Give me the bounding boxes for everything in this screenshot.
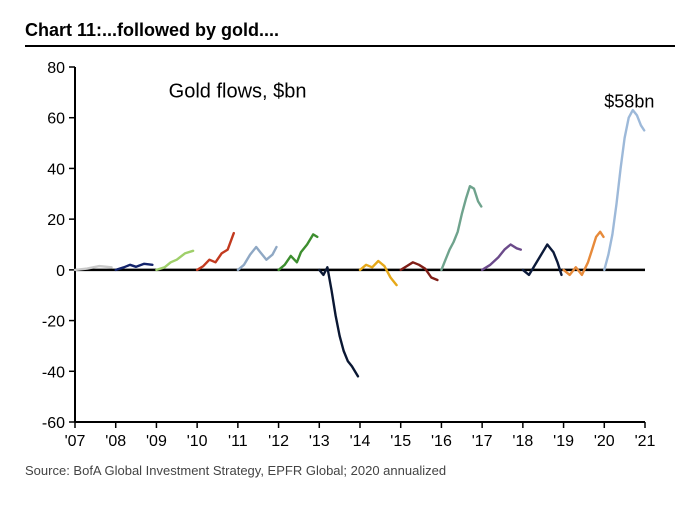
svg-text:'18: '18 [512,433,533,450]
svg-text:Gold flows, $bn: Gold flows, $bn [169,80,307,102]
svg-text:'20: '20 [594,433,615,450]
svg-text:0: 0 [56,263,65,280]
svg-text:'13: '13 [309,433,330,450]
svg-text:'09: '09 [146,433,167,450]
svg-text:$58bn: $58bn [604,92,654,112]
svg-text:-20: -20 [42,314,65,331]
svg-text:60: 60 [47,111,65,128]
chart-svg: -60 -40 -20 0 20 40 60 80 '07 '08 '09 '10 '11 '12 '13 '… [25,57,665,457]
svg-text:20: 20 [47,212,65,229]
svg-text:'12: '12 [268,433,289,450]
source-text: Source: BofA Global Investment Strategy,… [25,463,675,478]
svg-text:-60: -60 [42,415,65,432]
svg-text:'15: '15 [390,433,411,450]
svg-text:40: 40 [47,161,65,178]
svg-text:80: 80 [47,60,65,77]
svg-text:'14: '14 [350,433,371,450]
svg-text:'16: '16 [431,433,452,450]
title-underline [25,45,675,47]
svg-text:'08: '08 [105,433,126,450]
svg-text:'17: '17 [472,433,493,450]
chart-title: Chart 11:...followed by gold.... [25,20,675,41]
svg-text:'11: '11 [228,433,248,450]
chart-container: -60 -40 -20 0 20 40 60 80 '07 '08 '09 '10 '11 '12 '13 '… [25,57,665,457]
svg-text:'21: '21 [635,433,656,450]
svg-text:'10: '10 [187,433,208,450]
svg-text:-40: -40 [42,364,65,381]
svg-text:'07: '07 [65,433,86,450]
svg-text:'19: '19 [553,433,574,450]
